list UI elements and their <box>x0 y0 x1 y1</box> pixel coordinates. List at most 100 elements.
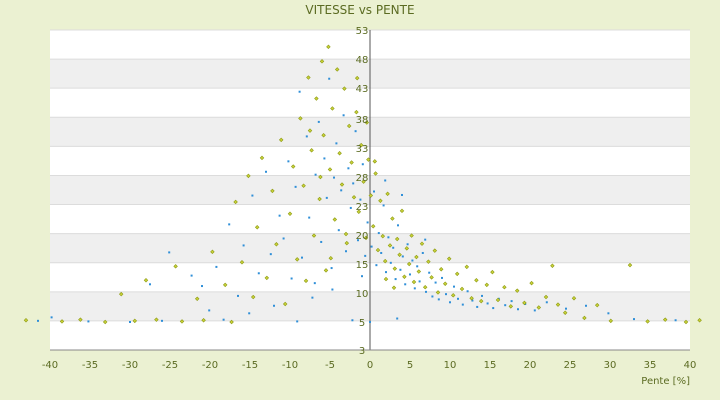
x-tick-label: -25 <box>162 360 178 371</box>
data-point <box>339 182 345 187</box>
data-point <box>419 241 425 246</box>
data-point <box>132 318 138 324</box>
data-point <box>294 185 297 188</box>
x-tick-label: -20 <box>202 360 218 371</box>
data-point <box>264 275 270 281</box>
y-tick-label: 23 <box>356 202 369 213</box>
x-tick-label: 10 <box>444 360 457 371</box>
data-point <box>337 150 342 156</box>
y-tick-label: 48 <box>356 55 369 66</box>
data-point <box>674 319 677 322</box>
data-point <box>361 179 366 184</box>
data-point <box>237 294 239 297</box>
data-point <box>372 159 378 164</box>
data-point <box>301 183 306 188</box>
data-point <box>349 206 352 209</box>
data-point <box>149 283 151 286</box>
data-point <box>314 96 319 101</box>
data-point <box>368 193 374 198</box>
data-point <box>328 77 331 80</box>
data-point <box>474 278 479 283</box>
data-point <box>387 243 393 248</box>
data-point <box>437 298 440 301</box>
data-point <box>270 188 275 194</box>
data-point <box>59 319 65 324</box>
data-point <box>161 319 163 322</box>
y-tick-label: 53 <box>356 26 369 37</box>
data-point <box>424 238 427 241</box>
data-point <box>394 278 397 281</box>
data-point <box>504 304 507 307</box>
data-point <box>445 293 447 296</box>
data-point <box>332 217 338 222</box>
y-tick-label: 33 <box>356 144 369 155</box>
data-point <box>608 318 614 324</box>
data-point <box>522 300 527 306</box>
y-tick-label: 28 <box>356 173 369 184</box>
y-tick-label: 10 <box>356 289 369 300</box>
data-point <box>495 297 501 303</box>
data-point <box>543 294 549 300</box>
data-point <box>533 309 536 312</box>
data-point <box>607 312 610 315</box>
data-point <box>466 290 469 293</box>
data-point <box>404 283 407 286</box>
data-point <box>411 279 417 285</box>
data-point <box>307 128 313 133</box>
data-point <box>517 308 519 311</box>
data-point <box>265 170 267 173</box>
data-point <box>406 243 409 246</box>
data-point <box>380 251 383 254</box>
data-point <box>287 160 290 163</box>
data-point <box>555 302 561 307</box>
data-point <box>246 173 251 179</box>
chart-title: VITESSE vs PENTE <box>305 3 415 17</box>
data-point <box>481 294 483 297</box>
data-point <box>330 106 335 111</box>
data-point <box>208 309 211 312</box>
data-point <box>296 320 299 323</box>
data-point <box>102 319 108 325</box>
data-point <box>373 171 378 176</box>
data-point <box>536 305 542 310</box>
y-tick-label: 3 <box>359 346 365 357</box>
data-point <box>361 275 363 278</box>
data-point <box>442 281 448 286</box>
data-point <box>454 271 460 277</box>
data-point <box>453 285 455 288</box>
data-point <box>194 296 200 302</box>
data-point <box>190 274 193 277</box>
data-point <box>308 216 311 219</box>
data-point <box>387 236 390 239</box>
data-point <box>361 163 364 166</box>
data-point <box>314 173 317 176</box>
data-point <box>298 90 301 93</box>
data-point <box>364 254 367 257</box>
data-point <box>305 135 308 138</box>
data-point <box>311 233 317 238</box>
data-point <box>118 291 124 297</box>
data-point <box>428 271 431 274</box>
data-point <box>594 302 600 308</box>
data-point <box>344 240 350 246</box>
data-point <box>325 196 328 199</box>
y-tick-label: 15 <box>356 260 369 271</box>
data-point <box>476 305 479 308</box>
data-point <box>366 221 369 224</box>
data-point <box>389 261 392 264</box>
x-tick-label: -10 <box>282 360 298 371</box>
data-point <box>294 257 300 262</box>
data-point <box>457 297 459 300</box>
data-point <box>251 194 254 197</box>
data-point <box>342 86 347 91</box>
data-point <box>326 44 331 50</box>
data-point <box>384 179 387 182</box>
data-point <box>401 255 404 258</box>
data-point <box>323 157 326 160</box>
data-point <box>429 275 434 280</box>
data-point <box>399 268 402 271</box>
data-point <box>373 190 375 193</box>
y-tick-label: 20 <box>356 231 369 242</box>
data-point <box>179 319 185 324</box>
